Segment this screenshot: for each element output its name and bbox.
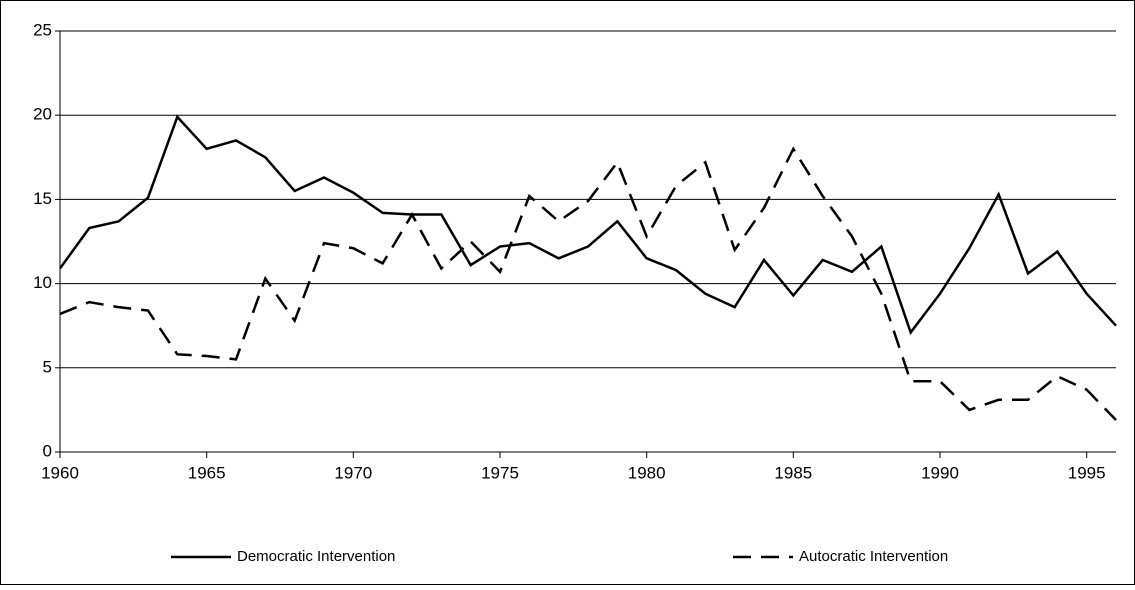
x-tick-label: 1990 (921, 463, 959, 482)
y-tick-label: 10 (33, 273, 52, 292)
y-tick-label: 20 (33, 105, 52, 124)
legend-label: Democratic Intervention (237, 548, 395, 565)
legend-label: Autocratic Intervention (799, 548, 948, 565)
data-line (58, 114, 1117, 336)
y-tick-label: 25 (33, 20, 52, 39)
x-tick-label: 1980 (628, 463, 666, 482)
x-tick-label: 1970 (334, 463, 372, 482)
y-tick-label: 5 (43, 357, 52, 376)
x-tick-label: 1985 (774, 463, 812, 482)
x-tick-label: 1975 (481, 463, 519, 482)
y-tick-label: 0 (43, 441, 52, 460)
data-line (59, 146, 1117, 421)
x-tick-label: 1960 (41, 463, 79, 482)
x-tick-label: 1965 (188, 463, 226, 482)
x-tick-label: 1995 (1068, 463, 1106, 482)
y-tick-label: 15 (33, 189, 52, 208)
